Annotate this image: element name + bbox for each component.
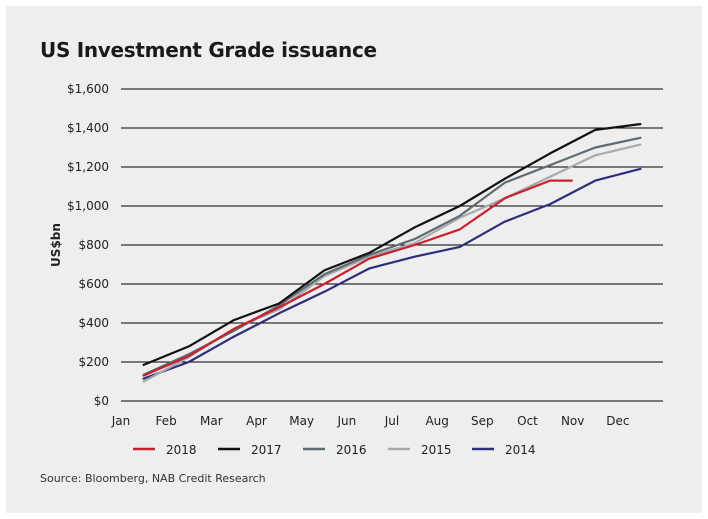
legend-item-2015: 2015 xyxy=(388,443,452,457)
y-tick-label: $1,000 xyxy=(67,199,109,213)
y-tick-label: $1,600 xyxy=(67,82,109,96)
x-tick-label: Oct xyxy=(517,414,538,428)
x-tick-label: Dec xyxy=(606,414,629,428)
legend-item-2018: 2018 xyxy=(133,443,197,457)
x-tick-label: Sep xyxy=(471,414,494,428)
x-tick-label: Apr xyxy=(246,414,267,428)
x-tick-label: Jun xyxy=(336,414,356,428)
x-tick-label: Nov xyxy=(561,414,584,428)
y-tick-label: $600 xyxy=(78,277,109,291)
legend-label: 2016 xyxy=(336,443,367,457)
y-tick-label: $1,400 xyxy=(67,121,109,135)
x-tick-label: Aug xyxy=(425,414,448,428)
chart-title: US Investment Grade issuance xyxy=(40,38,377,62)
legend-item-2016: 2016 xyxy=(303,443,367,457)
x-tick-label: May xyxy=(289,414,314,428)
legend-label: 2014 xyxy=(505,443,536,457)
legend-label: 2018 xyxy=(166,443,197,457)
y-axis-label: US$bn xyxy=(49,223,63,267)
y-tick-label: $800 xyxy=(78,238,109,252)
series-lines xyxy=(142,122,642,383)
x-tick-label: Feb xyxy=(156,414,177,428)
legend-item-2017: 2017 xyxy=(218,443,282,457)
legend-item-2014: 2014 xyxy=(472,443,536,457)
series-line-2018 xyxy=(142,179,573,377)
x-tick-label: Mar xyxy=(200,414,223,428)
y-tick-label: $1,200 xyxy=(67,160,109,174)
x-tick-label: Jan xyxy=(111,414,131,428)
legend: 2018 2017 2016 2015 2014 xyxy=(133,443,536,457)
legend-label: 2015 xyxy=(421,443,452,457)
y-tick-label: $0 xyxy=(94,394,109,408)
y-tick-label: $200 xyxy=(78,355,109,369)
series-line-2014 xyxy=(142,167,642,380)
x-tick-labels: Jan Feb Mar Apr May Jun Jul Aug Sep Oct Nov Dec xyxy=(111,414,630,428)
y-tick-labels: $0 $200 $400 $600 $800 $1,000 $1,200 $1,400 $1,6… xyxy=(67,82,109,408)
source-note: Source: Bloomberg, NAB Credit Research xyxy=(40,472,266,485)
x-tick-label: Jul xyxy=(384,414,399,428)
y-tick-label: $400 xyxy=(78,316,109,330)
legend-label: 2017 xyxy=(251,443,282,457)
series-line-2017 xyxy=(142,122,642,366)
